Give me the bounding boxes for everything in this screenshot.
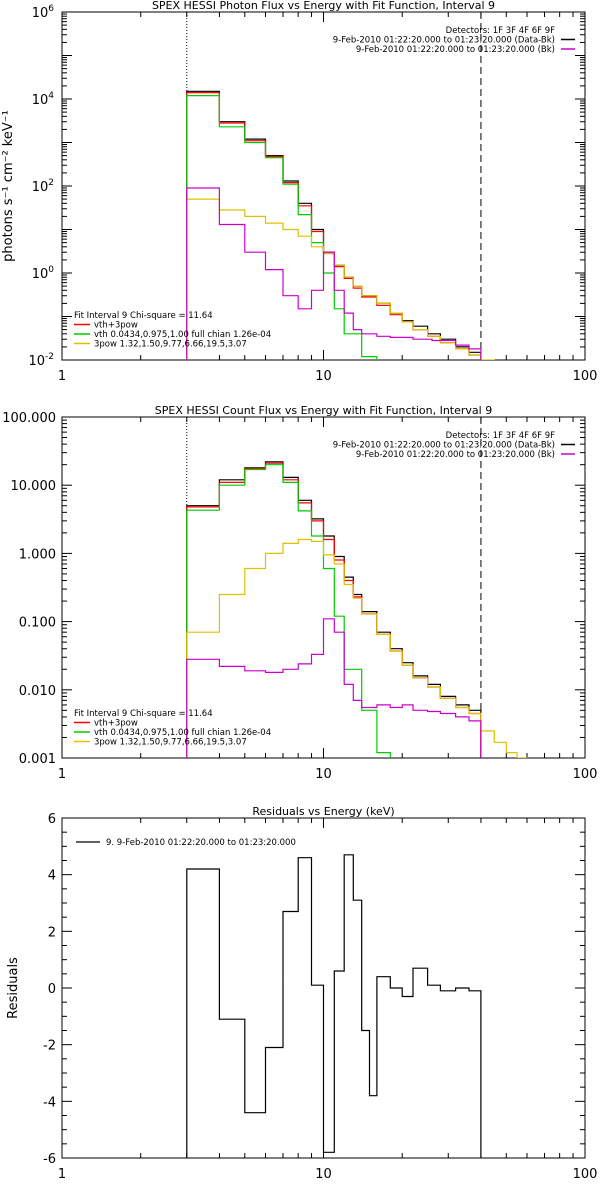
x-tick-label: 10: [315, 1167, 332, 1182]
y-tick-label: 102: [32, 178, 54, 195]
x-tick-label: 10: [315, 369, 332, 384]
y-tick-label: 10.000: [11, 479, 57, 494]
y-axis-label: photons s⁻¹ cm⁻² keV⁻¹: [1, 110, 16, 262]
series-line-1: [186, 92, 482, 360]
y-tick-label: 10-2: [28, 352, 54, 369]
chart-title: SPEX HESSI Photon Flux vs Energy with Fi…: [152, 0, 495, 12]
y-tick-label: 0.100: [19, 616, 56, 631]
y-tick-label: 1.000: [19, 547, 56, 562]
series-line-3: [186, 198, 495, 360]
y-tick-label: 0: [48, 982, 56, 997]
legend-label: 9. 9-Feb-2010 01:22:20.000 to 01:23:20.0…: [106, 838, 296, 848]
photon-flux-panel: SPEX HESSI Photon Flux vs Energy with Fi…: [1, 0, 598, 384]
series-group: [186, 854, 482, 1158]
legend-label: Detectors: 1F 3F 4F 6F 9F: [446, 26, 555, 36]
y-axis-label: Residuals: [6, 957, 21, 1019]
chart-title: Residuals vs Energy (keV): [252, 805, 394, 818]
series-line-4: [186, 187, 482, 360]
fit-legend-label: vth 0.0434,0.975,1.00 full chian 1.26e-0…: [94, 330, 271, 340]
plot-frame: [61, 11, 586, 361]
x-tick-label: 100: [573, 1167, 598, 1182]
legend-label: 9-Feb-2010 01:22:20.000 to 01:23:20.000 …: [333, 36, 555, 46]
x-tick-label: 1: [58, 767, 66, 782]
y-tick-label: -4: [43, 1095, 56, 1110]
fit-legend-label: 3pow 1.32,1.50,9.77,6.66,19.5,3.07: [94, 738, 247, 748]
series-group: [186, 90, 495, 360]
y-tick-label: -6: [43, 1152, 56, 1167]
series-group: [186, 461, 528, 758]
legend-label: Detectors: 1F 3F 4F 6F 9F: [446, 431, 555, 441]
chart-title: SPEX HESSI Count Flux vs Energy with Fit…: [155, 404, 492, 417]
x-tick-label: 1: [58, 1167, 66, 1182]
residuals-panel: Residuals vs Energy (keV) 1 10 100 -6 -4 -2 0 2 4…: [6, 805, 597, 1182]
series-line-0: [186, 90, 482, 360]
series-line-2: [186, 464, 391, 758]
y-tick-label: -2: [43, 1039, 56, 1054]
x-tick-label: 10: [315, 767, 332, 782]
x-tick-label: 100: [573, 369, 598, 384]
y-tick-label: 104: [32, 91, 55, 108]
legend-label: 9-Feb-2010 01:22:20.000 to 01:23:20.000 …: [333, 441, 555, 451]
y-tick-label: 100: [32, 265, 55, 282]
count-flux-panel: SPEX HESSI Count Flux vs Energy with Fit…: [2, 404, 598, 782]
fit-legend-label: vth 0.0434,0.975,1.00 full chian 1.26e-0…: [94, 728, 271, 738]
y-tick-label: 2: [48, 925, 56, 940]
fit-legend-label: Fit Interval 9 Chi-square = 11.64: [74, 311, 213, 321]
series-line-2: [186, 95, 378, 360]
y-tick-label: 106: [32, 4, 55, 21]
legend-label: 9-Feb-2010 01:22:20.000 to 01:23:20.000 …: [356, 45, 555, 55]
series-line-0: [186, 854, 482, 1158]
fit-legend-label: Fit Interval 9 Chi-square = 11.64: [74, 709, 213, 719]
fit-legend-label: vth+3pow: [94, 719, 138, 729]
plot-frame: [61, 416, 586, 759]
fit-legend-label: 3pow 1.32,1.50,9.77,6.66,19.5,3.07: [94, 340, 247, 350]
y-tick-label: 4: [48, 869, 56, 884]
x-tick-label: 100: [573, 767, 598, 782]
x-tick-label: 1: [58, 369, 66, 384]
y-tick-label: 100.000: [2, 411, 56, 426]
fit-legend-label: vth+3pow: [94, 321, 138, 331]
y-tick-label: 0.010: [19, 684, 56, 699]
legend-label: 9-Feb-2010 01:22:20.000 to 01:23:20.000 …: [356, 450, 555, 460]
y-tick-label: 6: [48, 812, 56, 827]
y-tick-label: 0.001: [19, 752, 56, 767]
series-line-4: [186, 618, 482, 758]
